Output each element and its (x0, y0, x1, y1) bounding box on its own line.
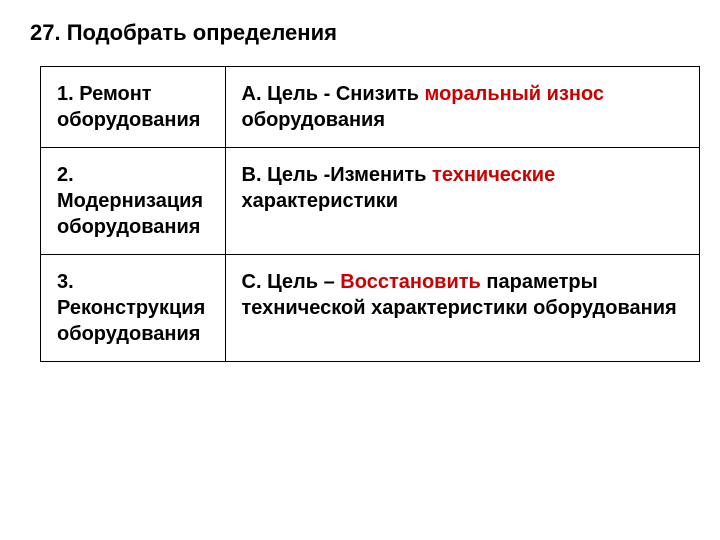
highlight-text: моральный износ (425, 83, 605, 105)
row-number: 2. (57, 164, 74, 186)
goal-label: Цель - Снизить (267, 83, 419, 105)
row-term: Реконструкция оборудования (57, 297, 205, 345)
right-cell-3: С. Цель – Восстановить параметры техниче… (225, 255, 699, 362)
left-cell-1: 1. Ремонт оборудования (41, 67, 226, 148)
right-cell-2: В. Цель -Изменить технические характерис… (225, 148, 699, 255)
row-number: 3. (57, 271, 74, 293)
row-term: Ремонт оборудования (57, 83, 200, 131)
left-cell-3: 3. Реконструкция оборудования (41, 255, 226, 362)
row-term: Модернизация оборудования (57, 190, 203, 238)
letter: В. (242, 164, 262, 186)
table-row: 2. Модернизация оборудования В. Цель -Из… (41, 148, 700, 255)
title-number: 27. (30, 20, 61, 45)
rest-text: характеристики (242, 190, 399, 212)
letter: С. (242, 271, 262, 293)
table-row: 3. Реконструкция оборудования С. Цель – … (41, 255, 700, 362)
goal-label: Цель -Изменить (267, 164, 426, 186)
highlight-text: Восстановить (340, 271, 481, 293)
right-cell-1: А. Цель - Снизить моральный износ оборуд… (225, 67, 699, 148)
goal-label: Цель – (267, 271, 335, 293)
title-text: Подобрать определения (67, 20, 337, 45)
row-number: 1. (57, 83, 74, 105)
matching-table: 1. Ремонт оборудования А. Цель - Снизить… (40, 66, 700, 362)
page-title: 27. Подобрать определения (30, 20, 690, 46)
letter: А. (242, 83, 262, 105)
rest-text: оборудования (242, 109, 385, 131)
highlight-text: технические (432, 164, 555, 186)
left-cell-2: 2. Модернизация оборудования (41, 148, 226, 255)
table-row: 1. Ремонт оборудования А. Цель - Снизить… (41, 67, 700, 148)
